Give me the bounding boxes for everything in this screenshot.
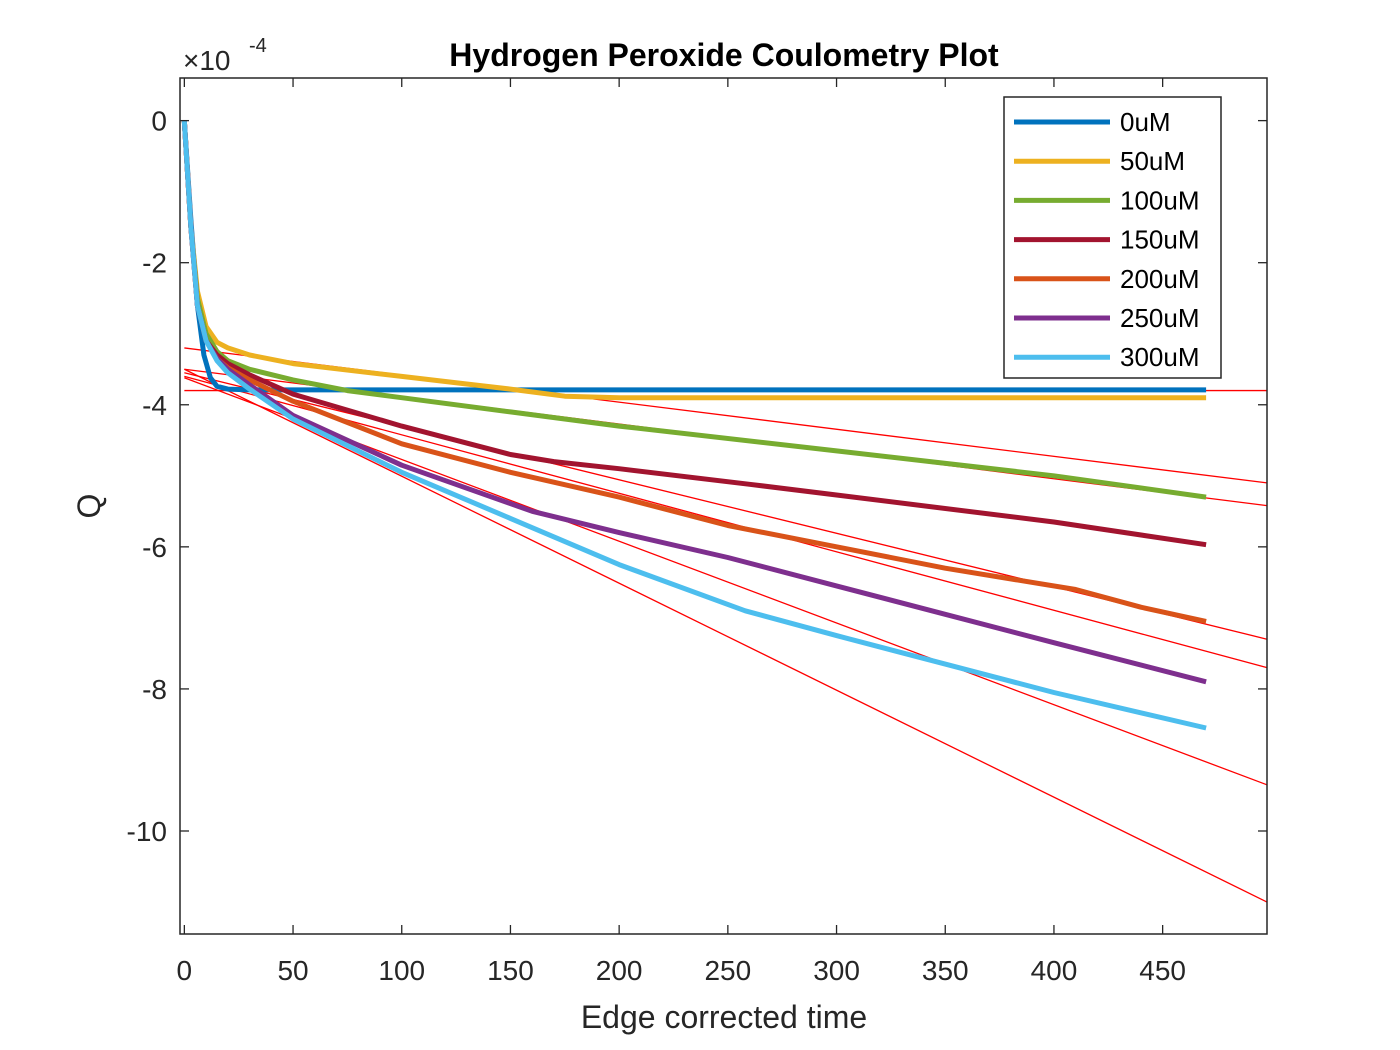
fit-line-7 xyxy=(184,368,1268,903)
legend: 0uM 50uM 100uM 150uM 200uM 250uM 300uM xyxy=(1003,96,1222,379)
x-tick-label: 100 xyxy=(378,955,425,986)
chart-title: Hydrogen Peroxide Coulometry Plot xyxy=(449,37,999,73)
x-axis-ticks: 0 50 100 150 200 250 300 350 400 450 xyxy=(177,78,1186,986)
x-tick-label: 350 xyxy=(922,955,969,986)
y-tick-label: 0 xyxy=(151,106,167,137)
legend-label: 200uM xyxy=(1120,264,1200,294)
legend-label: 300uM xyxy=(1120,342,1200,372)
legend-label: 50uM xyxy=(1120,146,1185,176)
y-multiplier-base: ×10 xyxy=(183,45,231,76)
x-tick-label: 450 xyxy=(1139,955,1186,986)
y-multiplier-exponent: -4 xyxy=(249,35,267,57)
x-tick-label: 250 xyxy=(704,955,751,986)
x-axis-label: Edge corrected time xyxy=(581,999,867,1035)
y-exponent-label: ×10 -4 xyxy=(183,35,267,76)
x-tick-label: 200 xyxy=(596,955,643,986)
legend-label: 150uM xyxy=(1120,225,1200,255)
series-line-300uM xyxy=(181,120,1207,731)
data-series xyxy=(181,120,1207,731)
x-tick-label: 0 xyxy=(177,955,193,986)
y-tick-label: -6 xyxy=(142,532,167,563)
y-axis-label: Q xyxy=(71,494,107,519)
y-tick-label: -4 xyxy=(142,390,167,421)
x-tick-label: 50 xyxy=(277,955,308,986)
axes-box xyxy=(179,77,1268,935)
y-tick-label: -2 xyxy=(142,248,167,279)
legend-label: 250uM xyxy=(1120,303,1200,333)
fit-line-5 xyxy=(184,375,1268,669)
y-tick-label: -10 xyxy=(127,816,167,847)
x-tick-label: 150 xyxy=(487,955,534,986)
x-tick-label: 400 xyxy=(1031,955,1078,986)
x-tick-label: 300 xyxy=(813,955,860,986)
legend-label: 0uM xyxy=(1120,107,1171,137)
legend-label: 100uM xyxy=(1120,185,1200,215)
y-tick-label: -8 xyxy=(142,674,167,705)
y-axis-ticks: 0 -2 -4 -6 -8 -10 xyxy=(127,106,1267,847)
